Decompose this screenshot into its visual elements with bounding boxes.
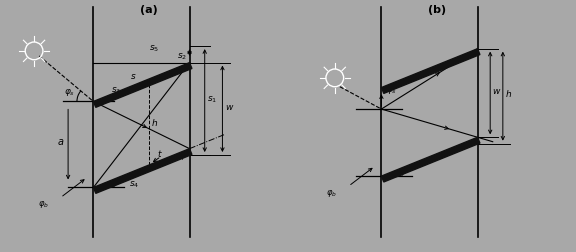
Polygon shape: [381, 49, 480, 94]
Polygon shape: [381, 138, 480, 182]
Text: $s_2$: $s_2$: [177, 51, 187, 62]
Text: s: s: [131, 72, 136, 81]
Text: a: a: [58, 137, 64, 147]
Text: $s_5$: $s_5$: [149, 44, 159, 54]
Text: $\varphi_b$: $\varphi_b$: [38, 198, 49, 209]
Text: s: s: [419, 69, 424, 78]
Text: w: w: [225, 102, 232, 111]
Text: (b): (b): [428, 5, 446, 15]
Text: $\varphi_s$: $\varphi_s$: [386, 85, 397, 96]
Text: $s_3$: $s_3$: [111, 85, 122, 96]
Text: $\varphi_b$: $\varphi_b$: [394, 167, 405, 178]
Text: $s_4$: $s_4$: [129, 179, 139, 190]
Text: $s_1$: $s_1$: [207, 94, 217, 105]
Text: (a): (a): [140, 5, 158, 15]
Text: $\varphi_b$: $\varphi_b$: [326, 187, 337, 198]
Text: t: t: [158, 149, 161, 158]
Text: w: w: [492, 87, 500, 96]
Polygon shape: [93, 63, 192, 108]
Polygon shape: [93, 149, 192, 194]
Text: $\varphi_b$: $\varphi_b$: [106, 178, 117, 189]
Text: $\varphi_s$: $\varphi_s$: [65, 86, 75, 97]
Text: h: h: [151, 119, 157, 128]
Text: h: h: [505, 90, 511, 99]
Text: $s_i$: $s_i$: [177, 152, 185, 163]
